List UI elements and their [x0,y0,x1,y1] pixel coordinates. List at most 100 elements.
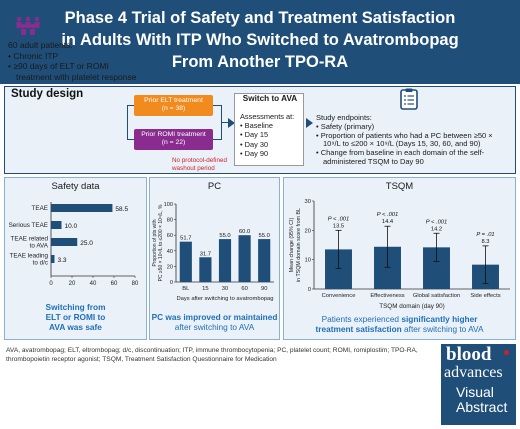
data-label: 55.0 [219,233,230,239]
x-axis-label: TSQM domain (day 90) [379,303,444,310]
y-tick-label: 30 [305,199,311,205]
header-banner: Phase 4 Trial of Safety and Treatment Sa… [0,0,520,84]
category-label: TEAE [32,205,48,212]
data-label: 55.0 [259,233,270,239]
bar [51,204,113,212]
y-tick-label: 20 [305,228,311,234]
connector-line [213,139,221,141]
y-tick-label: 0 [170,280,173,286]
endpoint-item: • Safety (primary) [316,121,375,131]
y-axis-label: Mean change (95% CI) [289,218,295,273]
patients-description: 60 adult patients: • Chronic ITP • ≥90 d… [8,40,138,82]
endpoint-item: • Proportion of patients who had a PC be… [316,130,493,149]
switch-title: Switch to AVA [242,94,298,103]
endpoint-item: • Change from baseline in each domain of… [316,148,485,166]
page-title: Phase 4 Trial of Safety and Treatment Sa… [10,7,510,73]
x-tick-label: 60 [241,286,247,292]
x-tick-label: 15 [202,286,208,292]
y-tick-label: 40 [167,249,173,255]
logo-dot-icon [504,350,509,355]
prior-romi-box: Prior ROMI treatment (n = 22) [134,129,213,150]
x-tick-label: Effectiveness [370,293,404,299]
study-design-title: Study design [11,88,84,100]
category-label: TEAE related [11,236,49,243]
data-label: 10.0 [65,223,78,230]
switch-to-ava-box: Switch to AVA Assessments at: • Baseline… [234,93,304,166]
y-axis-label: Proportion of pts with [152,219,158,266]
tsqm-caption: Patients experienced significantly highe… [315,314,484,334]
prior-elt-box: Prior ELT treatment (n = 38) [134,95,213,116]
data-label: 14.2 [431,226,442,232]
pc-caption: PC was improved or maintained after swit… [151,312,278,332]
connector-line [221,122,229,124]
bar [179,241,192,282]
washout-note: No protocol-defined washout period [172,157,227,172]
x-axis-label: Days after switching to avatrombopag [177,296,274,302]
study-endpoints: Study endpoints: • Safety (primary) • Pr… [316,113,512,167]
data-label: 25.0 [80,240,93,247]
bar [51,255,55,263]
safety-panel: Safety data 0 20 40 60 80 TEAE 58.5 Serious TEA… [4,177,147,340]
data-label: 13.5 [333,223,344,229]
bar [218,239,232,282]
y-tick-label: 10 [305,258,311,264]
patients-bullet: • ≥90 days of ELT or ROMI treatment with… [8,61,137,82]
p-value-label: P = .01 [476,232,494,238]
y-tick-label: 80 [167,218,173,224]
data-label: 8.3 [481,239,489,245]
category-label: to d/c [33,259,48,266]
data-label: 14.4 [382,219,394,225]
x-tick-label: 60 [111,281,118,287]
category-label: Serious TEAE [9,222,48,229]
data-label: 31.7 [200,251,211,257]
p-value-label: P < .001 [328,216,350,222]
connector-line [127,139,134,141]
x-tick-label: 40 [90,281,97,287]
data-label: 60.0 [239,229,250,235]
arrow-head-icon [228,117,235,128]
x-tick-label: BL [182,286,190,292]
abbreviations-footnote: AVA, avatrombopag; ELT, eltrombopag; d/c… [6,347,418,363]
bar [51,221,62,229]
logo-text: blood [446,344,492,365]
blood-advances-logo: blood advances Visual Abstract [441,344,516,425]
assessment-item: • Day 15 [240,130,269,140]
pc-panel: PC 0 20 40 60 80 100 51.7 BL 31.7 15 55.0 30 60.0 60 5… [149,177,280,340]
logo-text: advances [444,364,503,381]
x-tick-label: Global satisfaction [413,293,460,299]
tsqm-panel: TSQM 0 10 20 30 13.5 P < .001 Convenience 14.4 P… [283,177,516,340]
y-tick-label: 60 [167,233,173,239]
connector-line [213,105,221,107]
assessment-item: • Day 30 [240,139,269,149]
connector-line [127,105,129,140]
logo-text: Visual Abstract [456,384,508,415]
title-line: Phase 4 Trial of Safety and Treatment Sa… [64,9,456,27]
tsqm-title: TSQM [385,181,414,192]
patients-icon [16,16,40,35]
y-axis-label: PC ≥50 × 10⁹/L to ≤200 × 10⁹/L, % [158,204,164,281]
data-label: 58.5 [115,206,128,213]
bar [199,257,212,282]
safety-title: Safety data [51,181,100,192]
data-label: 3.3 [57,257,66,264]
bar [258,239,271,282]
assessment-item: • Day 90 [240,148,269,158]
data-label: 51.7 [180,236,191,242]
category-label: to AVA [30,242,49,249]
y-tick-label: 0 [308,287,311,293]
y-tick-label: 100 [164,202,173,208]
x-tick-label: 30 [222,286,228,292]
safety-caption: Switching from ELT or ROMI to AVA was sa… [45,302,106,332]
p-value-label: P < .001 [377,212,399,218]
x-tick-label: 20 [69,281,76,287]
patients-bullet: • Chronic ITP [8,50,59,61]
title-line: in Adults With ITP Who Switched to Avatr… [61,31,459,49]
x-tick-label: 80 [132,281,139,287]
pc-title: PC [207,181,222,192]
bar [238,235,251,282]
x-tick-label: 90 [261,286,267,292]
endpoints-title: Study endpoints: [316,113,372,122]
x-tick-label: Side effects [470,293,500,299]
assessment-item: • Baseline [240,121,274,131]
